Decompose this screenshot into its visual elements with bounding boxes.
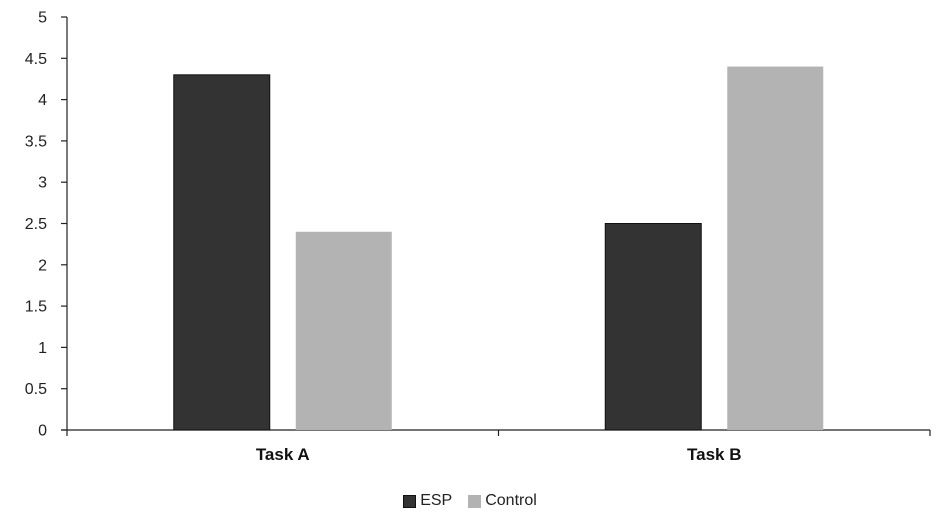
bars [173,66,824,431]
legend-label: Control [485,492,537,509]
bar-esp-task-b [604,223,702,431]
y-tick-label: 1.5 [25,299,47,316]
y-tick-label: 0 [38,423,47,440]
y-tick-label: 4 [38,92,47,109]
y-axis: 0 0.5 1 1.5 2 2.5 3 3.5 4 4.5 5 [25,10,68,440]
y-tick-label: 2.5 [25,216,47,233]
y-tick-label: 5 [38,10,47,27]
y-tick-label: 2 [38,257,47,274]
y-tick-label: 3.5 [25,133,47,150]
legend-item-control: Control [468,492,537,510]
y-tick-label: 4.5 [25,51,47,68]
legend-label: ESP [420,492,453,509]
legend-swatch [468,494,482,508]
bar-control-task-a [295,231,392,430]
bar-control-task-b [727,66,824,430]
y-tick-label: 0.5 [25,381,47,398]
x-tick-label: Task A [256,445,310,464]
legend: ESP Control [0,492,940,510]
legend-item-esp: ESP [403,492,452,510]
y-tick-label: 1 [38,340,47,357]
x-tick-label: Task B [687,445,742,464]
x-axis: Task A Task B [61,429,931,464]
legend-swatch [403,494,417,508]
y-tick-label: 3 [38,175,47,192]
bar-esp-task-a [173,74,271,431]
